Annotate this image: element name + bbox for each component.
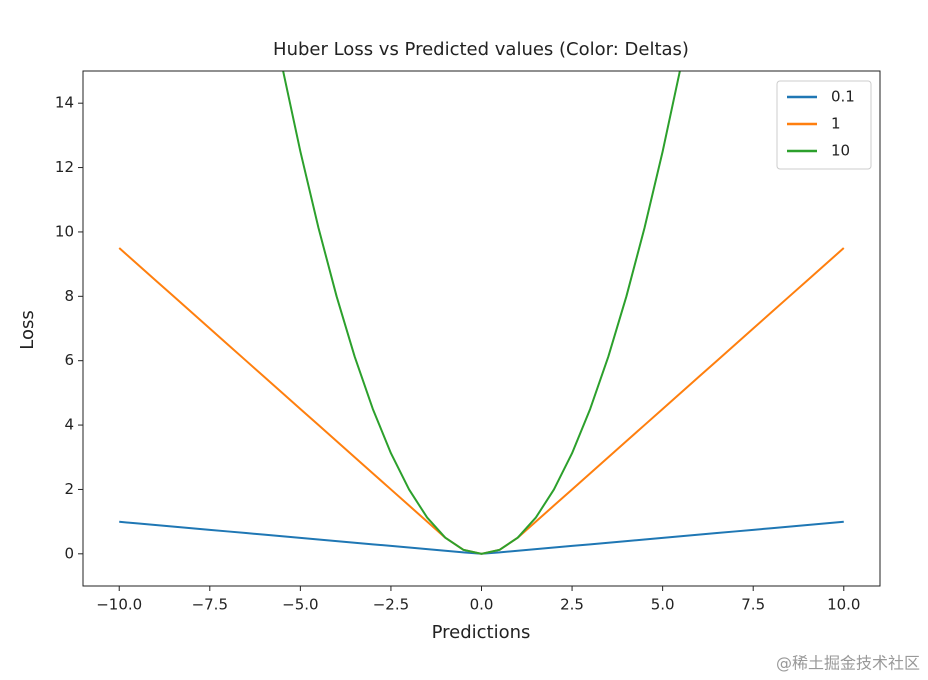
plot-frame [82, 70, 881, 587]
chart-title: Huber Loss vs Predicted values (Color: D… [273, 39, 689, 60]
legend-label: 0.1 [831, 88, 855, 106]
legend-label: 10 [831, 142, 850, 160]
y-tick-label: 0 [64, 544, 74, 562]
line-series [282, 71, 681, 555]
y-tick-label: 6 [64, 351, 74, 369]
y-tick-label: 14 [55, 94, 74, 112]
x-tick-label: −2.5 [373, 596, 409, 614]
x-tick-label: 2.5 [560, 596, 584, 614]
x-tick-label: −10.0 [96, 596, 142, 614]
x-axis-label: Predictions [432, 622, 531, 643]
x-tick-label: −7.5 [192, 596, 228, 614]
y-tick-label: 2 [64, 480, 74, 498]
y-tick-label: 10 [55, 222, 74, 240]
line-series [118, 247, 845, 555]
legend-label: 1 [831, 115, 841, 133]
line-series [119, 520, 844, 555]
x-tick-label: 0.0 [470, 596, 494, 614]
watermark: @稀土掘金技术社区 [776, 654, 920, 673]
y-tick-label: 4 [64, 416, 74, 434]
y-tick-label: 8 [64, 287, 74, 305]
x-tick-label: −5.0 [282, 596, 318, 614]
x-tick-label: 7.5 [741, 596, 765, 614]
y-tick-label: 12 [55, 158, 74, 176]
legend-box [776, 80, 872, 170]
plot-lines [118, 71, 845, 555]
y-axis-label: Loss [17, 310, 38, 349]
x-tick-label: 10.0 [827, 596, 860, 614]
x-tick-label: 5.0 [651, 596, 675, 614]
